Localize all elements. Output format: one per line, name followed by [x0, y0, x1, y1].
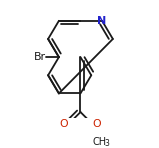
Text: O: O — [93, 119, 101, 129]
Text: CH: CH — [93, 137, 107, 147]
Text: Br: Br — [34, 52, 46, 62]
Text: O: O — [59, 119, 68, 129]
Text: 3: 3 — [105, 139, 110, 148]
Text: N: N — [97, 16, 107, 26]
